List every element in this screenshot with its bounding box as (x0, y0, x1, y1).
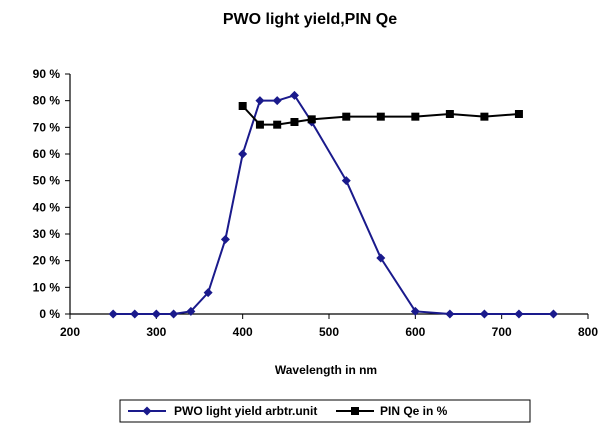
series-layer (108, 90, 558, 319)
y-tick-label: 50 % (33, 174, 61, 188)
data-point (151, 309, 161, 319)
y-tick-label: 40 % (33, 200, 61, 214)
x-tick-label: 300 (146, 325, 166, 339)
data-point (238, 102, 247, 110)
data-point (514, 309, 524, 319)
series-line (113, 94, 554, 315)
data-point (445, 110, 454, 118)
data-point (272, 96, 282, 106)
x-axis-label: Wavelength in nm (275, 363, 377, 377)
legend-label: PWO light yield arbtr.unit (174, 404, 317, 418)
y-tick-label: 60 % (33, 147, 61, 161)
data-point (273, 120, 282, 129)
data-point (238, 149, 248, 159)
data-point (341, 176, 351, 186)
y-tick-label: 80 % (33, 94, 61, 108)
data-point (255, 96, 265, 106)
y-tick-label: 10 % (33, 280, 61, 294)
data-point (480, 112, 489, 121)
x-tick-label: 800 (578, 325, 598, 339)
data-point (479, 309, 489, 319)
x-tick-label: 600 (405, 325, 425, 339)
data-point (410, 306, 420, 316)
legend-box (119, 399, 531, 423)
data-point (169, 309, 179, 319)
data-point (376, 112, 385, 121)
data-point (108, 309, 118, 319)
data-point (376, 253, 386, 263)
x-tick-label: 200 (60, 325, 80, 339)
data-point (307, 115, 316, 124)
data-point (445, 309, 455, 319)
y-tick-label: 70 % (33, 120, 61, 134)
x-tick-label: 500 (319, 325, 339, 339)
series-0 (108, 90, 558, 319)
legend: PWO light yield arbtr.unit PIN Qe in % (119, 399, 531, 423)
x-tick-label: 700 (492, 325, 512, 339)
data-point (130, 309, 140, 319)
data-point (548, 309, 558, 319)
y-tick-label: 30 % (33, 227, 61, 241)
data-point (342, 112, 351, 121)
data-point (186, 306, 196, 316)
data-point (203, 288, 213, 298)
series-1 (238, 102, 523, 129)
data-point (290, 118, 299, 126)
data-point (289, 90, 299, 100)
chart-title: PWO light yield,PIN Qe (223, 11, 397, 28)
x-tick-label: 400 (233, 325, 253, 339)
y-tick-label: 0 % (39, 307, 60, 321)
axes: 200 300 400 500 600 700 800 0 % 10 % 20 % 30 % 40 %… (33, 67, 599, 339)
legend-marker (351, 407, 359, 415)
data-point (220, 234, 230, 244)
data-point (411, 112, 420, 121)
y-tick-label: 90 % (33, 67, 61, 81)
y-tick-label: 20 % (33, 254, 61, 268)
data-point (514, 110, 523, 118)
legend-label: PIN Qe in % (380, 404, 448, 418)
legend-marker (142, 406, 152, 416)
data-point (255, 120, 264, 129)
